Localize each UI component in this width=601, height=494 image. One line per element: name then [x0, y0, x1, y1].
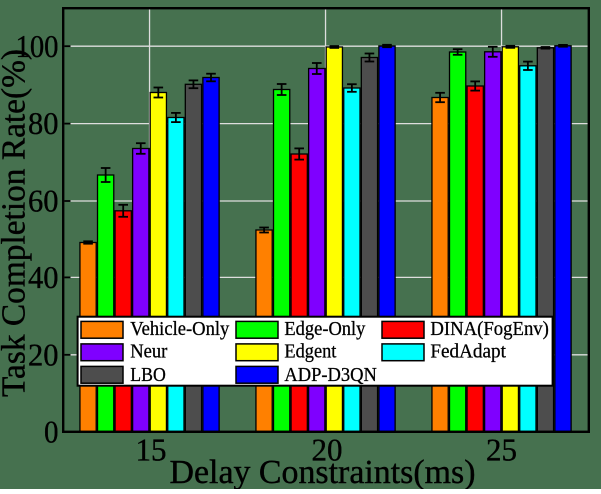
svg-text:15: 15 [136, 431, 167, 467]
svg-text:80: 80 [28, 105, 59, 141]
svg-text:40: 40 [28, 259, 59, 295]
svg-text:20: 20 [312, 431, 343, 467]
svg-text:ADP-D3QN: ADP-D3QN [284, 364, 377, 386]
svg-text:FedAdapt: FedAdapt [430, 341, 506, 363]
svg-text:20: 20 [28, 336, 59, 372]
svg-text:60: 60 [28, 183, 59, 219]
svg-text:Vehicle-Only: Vehicle-Only [130, 318, 230, 340]
svg-text:DINA(FogEnv): DINA(FogEnv) [430, 318, 549, 340]
svg-text:100: 100 [16, 28, 59, 64]
svg-text:Edge-Only: Edge-Only [284, 318, 366, 340]
svg-text:Delay Constraints(ms): Delay Constraints(ms) [170, 454, 476, 489]
svg-text:0: 0 [44, 414, 59, 450]
svg-text:Task Completion Rate(%): Task Completion Rate(%) [0, 49, 33, 397]
svg-text:25: 25 [486, 431, 517, 467]
svg-text:Edgent: Edgent [284, 341, 336, 363]
svg-text:LBO: LBO [130, 364, 166, 386]
svg-text:Neur: Neur [130, 341, 167, 363]
